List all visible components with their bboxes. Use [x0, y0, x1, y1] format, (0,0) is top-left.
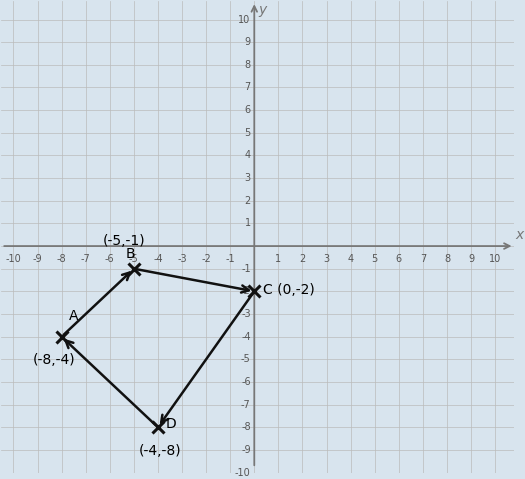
Text: B: B — [125, 247, 135, 261]
Text: -7: -7 — [241, 399, 250, 410]
Text: 6: 6 — [245, 105, 250, 115]
Text: 1: 1 — [245, 218, 250, 228]
Text: 1: 1 — [275, 254, 281, 264]
Text: 8: 8 — [444, 254, 450, 264]
Text: 7: 7 — [245, 82, 250, 92]
Text: -10: -10 — [235, 468, 250, 478]
Text: y: y — [258, 2, 266, 16]
Text: -6: -6 — [241, 377, 250, 387]
Text: 10: 10 — [489, 254, 501, 264]
Text: 4: 4 — [245, 150, 250, 160]
Text: -5: -5 — [241, 354, 250, 365]
Text: -3: -3 — [177, 254, 187, 264]
Text: 6: 6 — [396, 254, 402, 264]
Text: -8: -8 — [241, 422, 250, 433]
Text: -8: -8 — [57, 254, 67, 264]
Text: -4: -4 — [241, 331, 250, 342]
Text: 2: 2 — [245, 196, 250, 206]
Text: -6: -6 — [105, 254, 114, 264]
Text: 9: 9 — [468, 254, 474, 264]
Text: D: D — [165, 417, 176, 431]
Text: (-8,-4): (-8,-4) — [33, 353, 76, 366]
Text: 8: 8 — [245, 60, 250, 70]
Text: 9: 9 — [245, 37, 250, 47]
Text: -4: -4 — [153, 254, 163, 264]
Text: -1: -1 — [225, 254, 235, 264]
Text: 7: 7 — [420, 254, 426, 264]
Text: -2: -2 — [201, 254, 211, 264]
Text: (-5,-1): (-5,-1) — [103, 234, 145, 248]
Text: 3: 3 — [323, 254, 330, 264]
Text: 3: 3 — [245, 173, 250, 183]
Text: -3: -3 — [241, 309, 250, 319]
Text: 4: 4 — [348, 254, 354, 264]
Text: x: x — [516, 228, 524, 242]
Text: -9: -9 — [33, 254, 43, 264]
Text: -2: -2 — [241, 286, 250, 297]
Text: -7: -7 — [81, 254, 90, 264]
Text: A: A — [69, 309, 78, 323]
Text: C (0,-2): C (0,-2) — [262, 283, 314, 297]
Text: -1: -1 — [241, 264, 250, 274]
Text: 10: 10 — [238, 14, 250, 24]
Text: (-4,-8): (-4,-8) — [139, 445, 182, 458]
Text: -9: -9 — [241, 445, 250, 455]
Text: -5: -5 — [129, 254, 139, 264]
Text: 5: 5 — [245, 128, 250, 138]
Text: 5: 5 — [372, 254, 378, 264]
Text: -10: -10 — [6, 254, 22, 264]
Text: 2: 2 — [299, 254, 306, 264]
